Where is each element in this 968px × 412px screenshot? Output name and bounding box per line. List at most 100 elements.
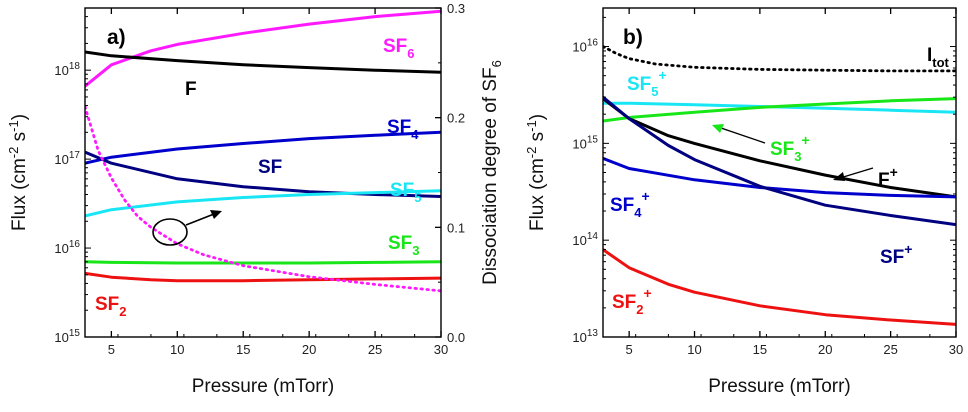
- y-tick-label: 1014: [572, 231, 598, 248]
- panel-a-chart: 5 10 15 20 25 3010151016101710180.00.10.20.3D…: [6, 1, 504, 397]
- y-tick-label: 1015: [572, 134, 598, 151]
- y-label-text: ): [527, 114, 548, 120]
- series-label-superscript: +: [802, 132, 810, 148]
- series-label-subscript: 5: [651, 84, 658, 99]
- y-label-text: Flux (cm: [527, 158, 548, 231]
- series-line-0-1: [85, 50, 441, 74]
- series-label-subscript: 5: [414, 190, 421, 205]
- y-tick-base: 10: [572, 136, 586, 151]
- x-tick-label: 15: [236, 342, 250, 357]
- x-tick-label: 20: [302, 342, 316, 357]
- x-tick-label: 30: [949, 342, 963, 357]
- series-label-main: SF: [387, 117, 411, 138]
- arrow-f-head: [833, 172, 845, 181]
- series-line-0-5: [85, 260, 441, 265]
- series-label-main: I: [927, 45, 932, 66]
- y-tick-exponent: 14: [587, 231, 599, 242]
- y-tick-base: 10: [54, 330, 68, 345]
- x-tick-label: 25: [368, 342, 382, 357]
- series-label: SF6: [383, 36, 415, 61]
- series-line-1-6: [603, 248, 956, 326]
- series-label-superscript: +: [659, 67, 667, 83]
- series-label: SF4+: [610, 188, 650, 220]
- y-tick-base: 10: [54, 63, 68, 78]
- y2-tick-label: 0.1: [447, 220, 465, 235]
- panel-tag: b): [623, 26, 643, 49]
- y-tick-exponent: 18: [69, 61, 81, 72]
- series-line-1-5: [603, 95, 956, 227]
- series-label: Itot: [927, 45, 950, 70]
- y-tick-label: 1015: [54, 328, 80, 345]
- x-tick-label: 10: [170, 342, 184, 357]
- series-line-1-0: [603, 45, 956, 73]
- y-tick-label: 1018: [54, 61, 80, 78]
- y-tick-exponent: 15: [587, 134, 599, 145]
- y-tick-label: 1013: [572, 328, 598, 345]
- y-tick-base: 10: [54, 152, 68, 167]
- series-label: SF+: [880, 241, 912, 268]
- y-tick-label: 1016: [572, 38, 598, 55]
- series-label: F: [185, 79, 197, 100]
- y2-tick-label: 0.2: [447, 111, 465, 126]
- panel-tag: a): [107, 26, 126, 49]
- series-label-main: F: [878, 170, 890, 191]
- series-group: [603, 45, 956, 326]
- series-label-superscript: +: [890, 164, 898, 180]
- series-line-0-6: [85, 271, 441, 283]
- x-axis-label: Pressure (mTorr): [708, 376, 851, 397]
- series-label-superscript: +: [644, 285, 652, 301]
- series-label-main: SF: [770, 139, 794, 160]
- y-label-text: s: [527, 132, 548, 147]
- series-label-subscript: 2: [636, 302, 643, 317]
- series-label-main: SF: [258, 157, 282, 178]
- y-label-text: s: [9, 132, 30, 147]
- x-tick-label: 10: [687, 342, 701, 357]
- annotation-arrow-line: [185, 213, 215, 226]
- series-label-superscript: +: [642, 188, 650, 204]
- series-line-0-3: [85, 150, 441, 198]
- y2-axis-label: Dissociation degree of SF6: [480, 60, 504, 285]
- y-label-text: ): [9, 114, 30, 120]
- series-label-subscript: 2: [119, 304, 126, 319]
- arrow-sf3-head: [712, 124, 724, 133]
- series-label-subscript: 3: [412, 243, 419, 258]
- y-tick-label: 1017: [54, 150, 80, 167]
- series-label-subscript: tot: [932, 55, 949, 70]
- series-label: F+: [878, 164, 898, 191]
- y-tick-base: 10: [572, 233, 586, 248]
- series-label: SF3+: [770, 132, 810, 164]
- series-label-main: SF: [880, 247, 904, 268]
- series-line-0-2: [85, 130, 441, 165]
- series-label-main: SF: [627, 74, 651, 95]
- series-label-main: SF: [612, 292, 636, 313]
- y-axis-label: Flux (cm-2 s-1): [6, 114, 30, 231]
- y-label-text: Flux (cm: [9, 158, 30, 231]
- series-label: SF2: [95, 294, 127, 319]
- series-label: SF4: [387, 117, 419, 142]
- y2-label-text: Dissociation degree of SF: [480, 67, 501, 285]
- y-tick-base: 10: [572, 40, 586, 55]
- y-tick-exponent: 16: [587, 38, 599, 49]
- y-tick-exponent: 16: [69, 239, 81, 250]
- series-label-subscript: 4: [411, 127, 419, 142]
- series-label-subscript: 3: [794, 149, 801, 164]
- series-label-main: SF: [383, 36, 407, 57]
- y-label-superscript: -2: [524, 147, 539, 159]
- y-axis-label: Flux (cm-2 s-1): [524, 114, 548, 231]
- y-tick-label: 1016: [54, 239, 80, 256]
- y-label-superscript: -1: [524, 120, 539, 132]
- series-label-main: SF: [610, 195, 634, 216]
- y-tick-exponent: 17: [69, 150, 81, 161]
- arrow-sf3-line: [717, 126, 766, 144]
- series-label-main: SF: [390, 180, 414, 201]
- x-tick-label: 20: [818, 342, 832, 357]
- series-label: SF3: [388, 233, 420, 258]
- series-line-0-4: [85, 189, 441, 218]
- series-label: SF5: [390, 180, 422, 205]
- x-tick-label: 25: [883, 342, 897, 357]
- series-label-superscript: +: [904, 241, 912, 257]
- y-label-superscript: -1: [6, 120, 21, 132]
- x-axis-label: Pressure (mTorr): [192, 376, 335, 397]
